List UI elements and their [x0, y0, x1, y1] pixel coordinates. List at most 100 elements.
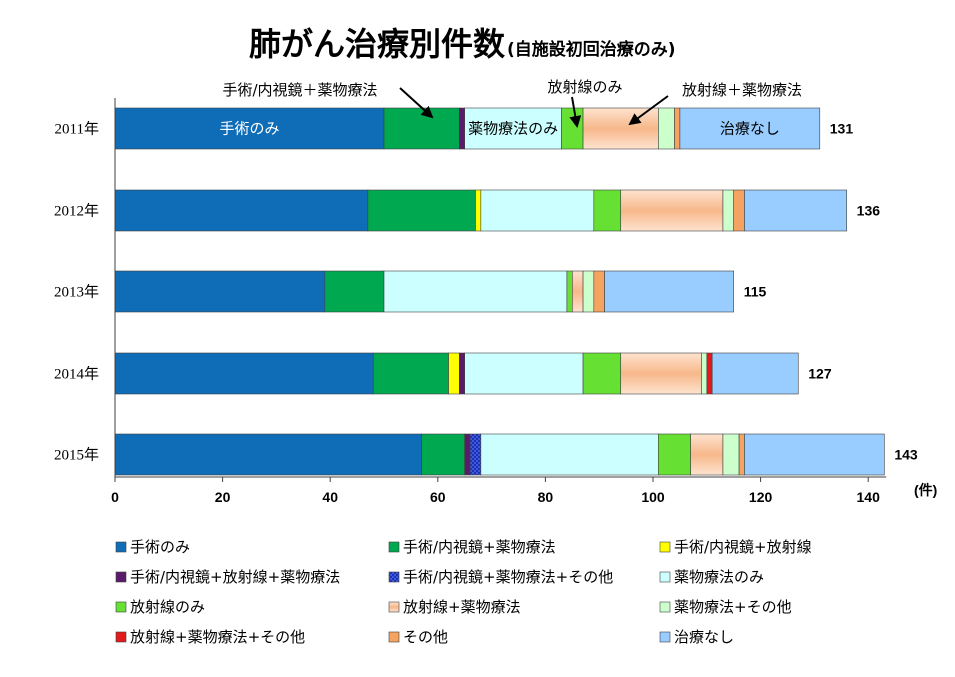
bar-segment	[620, 189, 724, 232]
bar-segment	[469, 433, 482, 476]
annotation-label: 放射線＋薬物療法	[682, 81, 802, 99]
bar-segment	[464, 433, 471, 476]
in-bar-label: 治療なし	[720, 120, 780, 138]
bar-segment	[372, 352, 449, 395]
chart-subtitle: (自施設初回治療のみ)	[507, 39, 676, 60]
legend-swatch	[659, 541, 671, 553]
bar-segment	[582, 107, 659, 150]
bar-segment	[744, 189, 847, 232]
total-label: 143	[894, 447, 918, 463]
y-tick-label: 2015年	[54, 447, 99, 464]
legend-label: 治療なし	[674, 628, 734, 646]
legend-label: その他	[403, 628, 448, 646]
legend-swatch	[115, 601, 127, 613]
bar-segment	[604, 270, 735, 313]
bar-segment	[674, 107, 681, 150]
legend-label: 手術/内視鏡+薬物療法+その他	[403, 568, 613, 586]
in-bar-labels: 手術のみ 薬物療法のみ 治療なし	[219, 120, 779, 138]
bar-segment	[114, 107, 385, 150]
legend-swatch	[388, 571, 400, 583]
y-axis-labels: 2011年 2012年 2013年 2014年 2015年	[54, 121, 99, 464]
bar-segment	[561, 107, 584, 150]
total-labels: 131 136 115 127 143	[744, 121, 918, 463]
bar-segment	[480, 189, 595, 232]
bar-segment	[421, 433, 466, 476]
bar-segment	[114, 433, 422, 476]
x-tick-label: 20	[215, 489, 231, 505]
bar-segment	[367, 189, 476, 232]
bar-segment	[566, 270, 573, 313]
bar-segment	[324, 270, 385, 313]
legend-swatch	[388, 631, 400, 643]
total-label: 115	[744, 284, 767, 300]
x-tick-label: 60	[430, 489, 446, 505]
bar-segment	[701, 352, 708, 395]
bar-segment	[706, 352, 713, 395]
bar-segment	[690, 433, 724, 476]
bar-segment	[571, 270, 584, 313]
x-axis: 0 20 40 60 80 100 120 140	[111, 98, 887, 505]
legend-swatch	[115, 631, 127, 643]
legend-label: 薬物療法のみ	[674, 568, 764, 586]
legend-label: 放射線+薬物療法+その他	[130, 628, 305, 646]
x-tick-label: 80	[538, 489, 554, 505]
bar-segment	[448, 352, 460, 395]
legend-swatch	[388, 541, 400, 553]
bar-segment	[593, 270, 605, 313]
legend-label: 手術/内視鏡+放射線+薬物療法	[130, 568, 340, 586]
legend-label: 放射線+薬物療法	[403, 598, 521, 616]
bar-segment	[475, 189, 482, 232]
bar-segment	[679, 107, 821, 150]
bar-segment	[722, 433, 740, 476]
bar-segment	[722, 189, 735, 232]
annotation-label: 手術/内視鏡＋薬物療法	[222, 81, 377, 99]
x-tick-label: 100	[641, 489, 665, 505]
bar-segment	[114, 352, 374, 395]
legend-swatch	[659, 631, 671, 643]
y-tick-label: 2013年	[54, 284, 99, 301]
legend-label: 手術のみ	[130, 538, 190, 556]
x-tick-label: 0	[111, 489, 119, 505]
bar-segment	[744, 433, 885, 476]
bar-segment	[733, 189, 745, 232]
bar-segment	[480, 433, 659, 476]
bar-segment	[738, 433, 745, 476]
bar-segment	[459, 107, 466, 150]
total-label: 131	[830, 121, 854, 137]
bar-segment	[593, 189, 622, 232]
y-tick-label: 2014年	[54, 366, 99, 383]
legend-swatch	[115, 571, 127, 583]
legend-label: 手術/内視鏡+放射線	[674, 538, 812, 556]
bars-layer	[114, 107, 885, 476]
bar-segment	[658, 107, 675, 150]
in-bar-label: 薬物療法のみ	[468, 120, 558, 138]
legend: 手術のみ 手術/内視鏡+薬物療法 手術/内視鏡+放射線手術/内視鏡+放射線+薬物療法…	[115, 538, 812, 646]
x-axis-unit: (件)	[914, 482, 937, 498]
x-tick-label: 120	[749, 489, 773, 505]
bar-segment	[114, 270, 326, 313]
bar-segment	[620, 352, 702, 395]
annotation-arrow	[628, 95, 669, 126]
legend-label: 手術/内視鏡+薬物療法	[403, 538, 556, 556]
y-tick-label: 2011年	[55, 121, 99, 138]
bar-segment	[658, 433, 691, 476]
annotation-arrow	[399, 87, 434, 119]
bar-segment	[711, 352, 799, 395]
annotation-label: 放射線のみ	[547, 78, 622, 96]
annotation-arrow	[569, 96, 582, 128]
legend-swatch	[388, 601, 400, 613]
legend-swatch	[659, 571, 671, 583]
legend-label: 薬物療法+その他	[674, 598, 792, 616]
y-tick-label: 2012年	[54, 203, 99, 220]
legend-swatch	[115, 541, 127, 553]
in-bar-label: 手術のみ	[219, 120, 279, 138]
bar-segment	[114, 189, 369, 232]
bar-segment	[383, 107, 460, 150]
legend-label: 放射線のみ	[130, 598, 205, 616]
annotations: 手術/内視鏡＋薬物療法 放射線のみ 放射線＋薬物療法	[222, 78, 802, 128]
bar-segment	[459, 352, 466, 395]
bar-segment	[582, 352, 622, 395]
legend-swatch	[659, 601, 671, 613]
total-label: 136	[857, 203, 881, 219]
